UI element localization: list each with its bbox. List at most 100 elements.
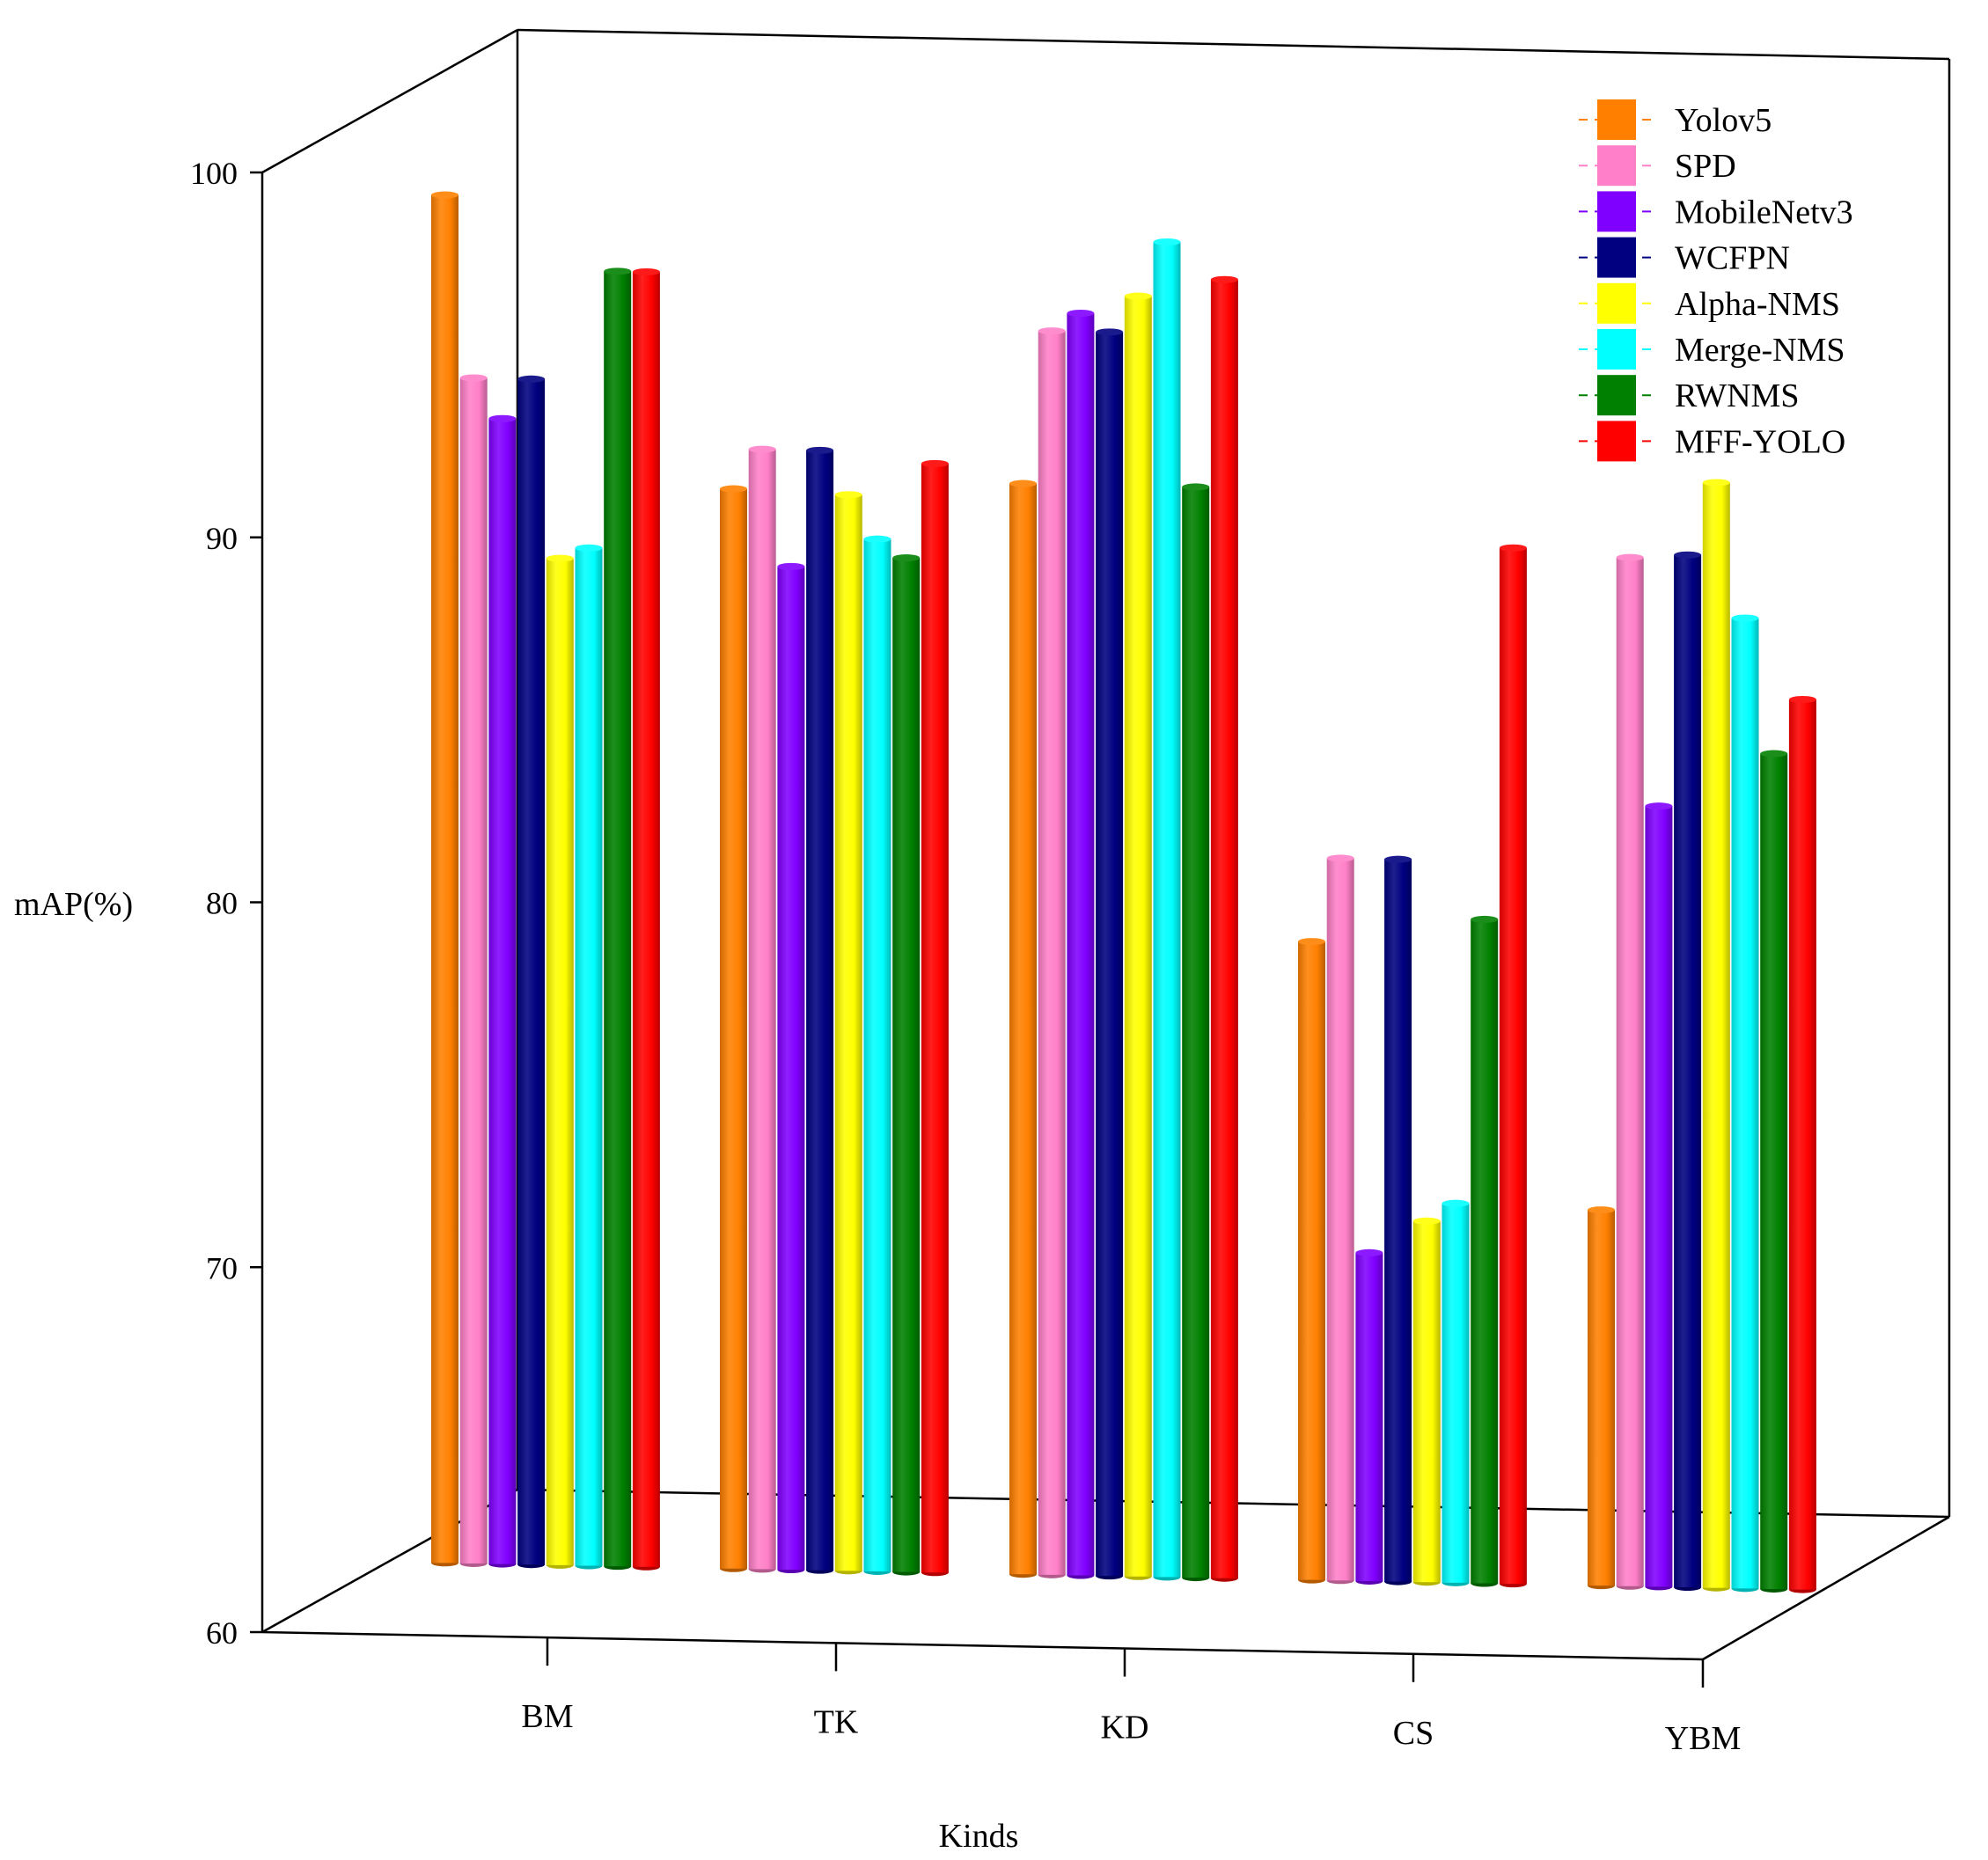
bar-body (1471, 919, 1499, 1584)
bar-top (1009, 480, 1037, 487)
bar-body (604, 271, 632, 1567)
bar (1182, 483, 1210, 1582)
legend-swatch (1597, 237, 1636, 278)
bar (863, 535, 891, 1575)
y-tick-label: 80 (206, 886, 238, 921)
bar (1412, 1217, 1441, 1586)
bar-body (1788, 699, 1816, 1590)
bar-body (1616, 557, 1644, 1586)
bar-body (431, 194, 458, 1563)
bar-body (1124, 296, 1152, 1577)
bar (1038, 327, 1066, 1578)
bar-top (1210, 275, 1238, 283)
bar (1702, 479, 1730, 1592)
bar-body (1096, 332, 1124, 1577)
bar-top (1645, 802, 1673, 810)
bar-body (1067, 312, 1095, 1576)
bar-top (1124, 292, 1152, 300)
bar (632, 267, 660, 1571)
bar (1788, 695, 1816, 1593)
bar (892, 554, 921, 1576)
bar-top (1182, 483, 1210, 491)
bar (1441, 1199, 1470, 1586)
x-tick-label: BM (521, 1698, 573, 1735)
bar (1067, 309, 1095, 1579)
bar-top (488, 414, 517, 422)
legend-item: SPD (1579, 145, 1736, 187)
bar (431, 191, 458, 1567)
frame-top-left-edge (261, 28, 518, 174)
bar-body (1009, 483, 1037, 1575)
bar-body (517, 378, 546, 1565)
legend-swatch (1597, 99, 1636, 140)
bar (1153, 238, 1181, 1581)
bar (1096, 328, 1124, 1580)
bar-body (720, 488, 747, 1569)
bar-top (892, 554, 921, 562)
bar (546, 554, 574, 1569)
bar-body (1210, 279, 1238, 1578)
bar (1471, 915, 1499, 1587)
bar-top (1326, 854, 1354, 862)
bar-top (863, 535, 891, 543)
bar-top (1153, 238, 1181, 245)
bar-body (488, 418, 517, 1564)
bar-top (1355, 1249, 1383, 1256)
bar-body (1038, 331, 1066, 1575)
bar-top (1471, 915, 1499, 923)
bar-top (777, 562, 805, 570)
bar-top (575, 544, 603, 552)
bar-body (1499, 547, 1527, 1585)
x-tick-label: TK (814, 1703, 859, 1740)
legend-label: SPD (1675, 148, 1736, 185)
bar (575, 544, 603, 1570)
y-tick-label: 90 (206, 521, 238, 556)
bar-top (748, 445, 776, 453)
bar-top (834, 491, 862, 499)
bar-body (748, 449, 776, 1570)
bar-body (1702, 482, 1730, 1588)
bar-body (1384, 859, 1412, 1582)
bar-body (1326, 858, 1354, 1581)
x-axis-title: Kinds (939, 1818, 1019, 1855)
legend-item: MobileNetv3 (1579, 191, 1853, 232)
bar-top (1096, 328, 1124, 336)
bars-layer (431, 191, 1816, 1593)
y-tick-label: 100 (190, 156, 238, 191)
bar (1760, 750, 1788, 1593)
bar (1588, 1206, 1615, 1590)
bar-top (1788, 695, 1816, 703)
bar (1124, 292, 1152, 1580)
bar-body (1412, 1220, 1441, 1583)
bar (1210, 275, 1238, 1582)
legend-item: RWNMS (1579, 375, 1799, 416)
bar (488, 414, 517, 1568)
legend-label: MobileNetv3 (1675, 194, 1853, 231)
legend-label: Yolov5 (1675, 102, 1772, 139)
bar-body (1182, 487, 1210, 1578)
legend-label: Alpha-NMS (1675, 286, 1840, 323)
bar (1384, 855, 1412, 1585)
bar-body (1674, 554, 1702, 1588)
bar (1355, 1249, 1383, 1585)
bar-body (546, 558, 574, 1565)
legend-item: WCFPN (1579, 237, 1790, 278)
legend-label: MFF-YOLO (1675, 423, 1845, 460)
y-tick-label: 60 (206, 1615, 238, 1651)
bar-body (632, 271, 660, 1567)
bar-top (1038, 327, 1066, 335)
legend-swatch (1597, 145, 1636, 187)
x-axis-ticks: BM TK KD CS YBM (521, 1637, 1741, 1757)
bar (1499, 544, 1527, 1588)
bar-body (1588, 1210, 1615, 1586)
bar-body (1731, 618, 1759, 1589)
bar (748, 445, 776, 1573)
legend-swatch (1597, 329, 1636, 370)
bar-body (1441, 1203, 1470, 1583)
bar-top (1441, 1199, 1470, 1207)
bar (1616, 553, 1644, 1590)
bar-body (1760, 753, 1788, 1589)
bar (720, 485, 747, 1572)
bar (834, 491, 862, 1575)
